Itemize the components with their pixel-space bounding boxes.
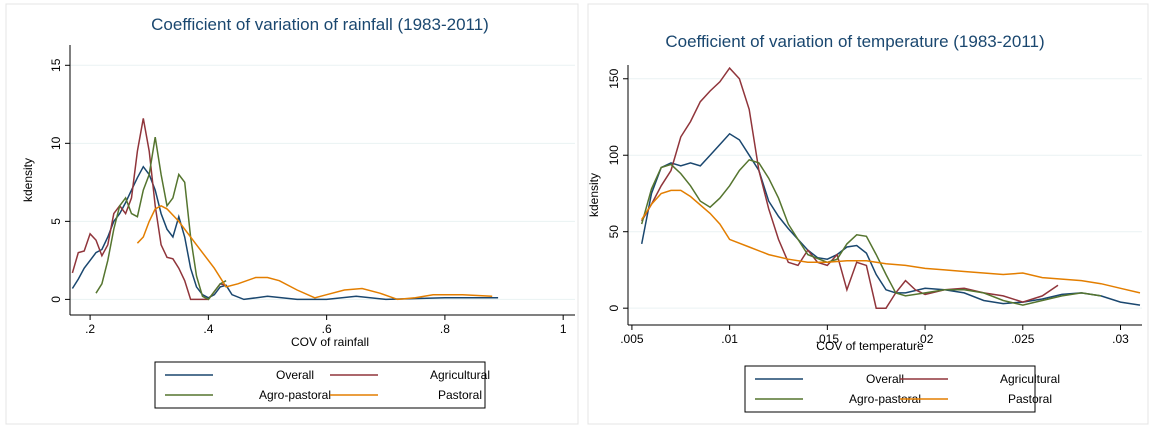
line-series xyxy=(71,118,227,301)
line-series xyxy=(95,136,227,301)
x-tick-label: 1 xyxy=(560,322,567,336)
x-tick-label: .02 xyxy=(917,332,934,346)
panel-frame xyxy=(5,3,579,425)
line-series xyxy=(640,158,1102,306)
legend-box xyxy=(744,365,1036,413)
chart-title: Coefficient of variation of rainfall (19… xyxy=(151,15,489,34)
y-tick-label: 10 xyxy=(49,136,63,150)
x-tick-label: .03 xyxy=(1112,332,1129,346)
line-series xyxy=(641,189,1141,294)
legend-label: Pastoral xyxy=(1008,392,1052,406)
y-tick-label: 100 xyxy=(607,145,621,165)
x-tick-label: .025 xyxy=(1011,332,1035,346)
legend-label: Agro-pastoral xyxy=(849,392,921,406)
y-tick-label: 50 xyxy=(607,225,621,239)
x-tick-label: .005 xyxy=(620,332,644,346)
legend-label: Overall xyxy=(276,368,314,382)
x-axis-label: COV of temperature xyxy=(816,339,924,353)
legend-label: Agro-pastoral xyxy=(259,388,331,402)
legend-label: Overall xyxy=(866,372,904,386)
legend-label: Agricultural xyxy=(430,368,490,382)
y-tick-label: 5 xyxy=(49,218,63,225)
x-tick-label: .2 xyxy=(85,322,95,336)
x-tick-label: .8 xyxy=(440,322,450,336)
y-tick-label: 150 xyxy=(607,68,621,88)
line-series xyxy=(641,66,1059,309)
y-axis-label: kdensity xyxy=(587,173,601,217)
y-tick-label: 15 xyxy=(49,58,63,72)
x-tick-label: .4 xyxy=(203,322,213,336)
x-axis-label: COV of rainfall xyxy=(291,335,369,349)
line-series xyxy=(136,204,493,301)
legend-box xyxy=(154,361,486,409)
legend-label: Agricultural xyxy=(1000,372,1060,386)
line-series xyxy=(71,165,499,301)
y-axis-label: kdensity xyxy=(21,158,35,202)
y-tick-label: 0 xyxy=(607,305,621,312)
chart-title: Coefficient of variation of temperature … xyxy=(665,32,1044,51)
legend-label: Pastoral xyxy=(438,388,482,402)
x-tick-label: .01 xyxy=(721,332,738,346)
x-tick-label: .6 xyxy=(322,322,332,336)
panel-frame xyxy=(587,3,1149,425)
y-tick-label: 0 xyxy=(49,296,63,303)
x-tick-label: .015 xyxy=(816,332,840,346)
